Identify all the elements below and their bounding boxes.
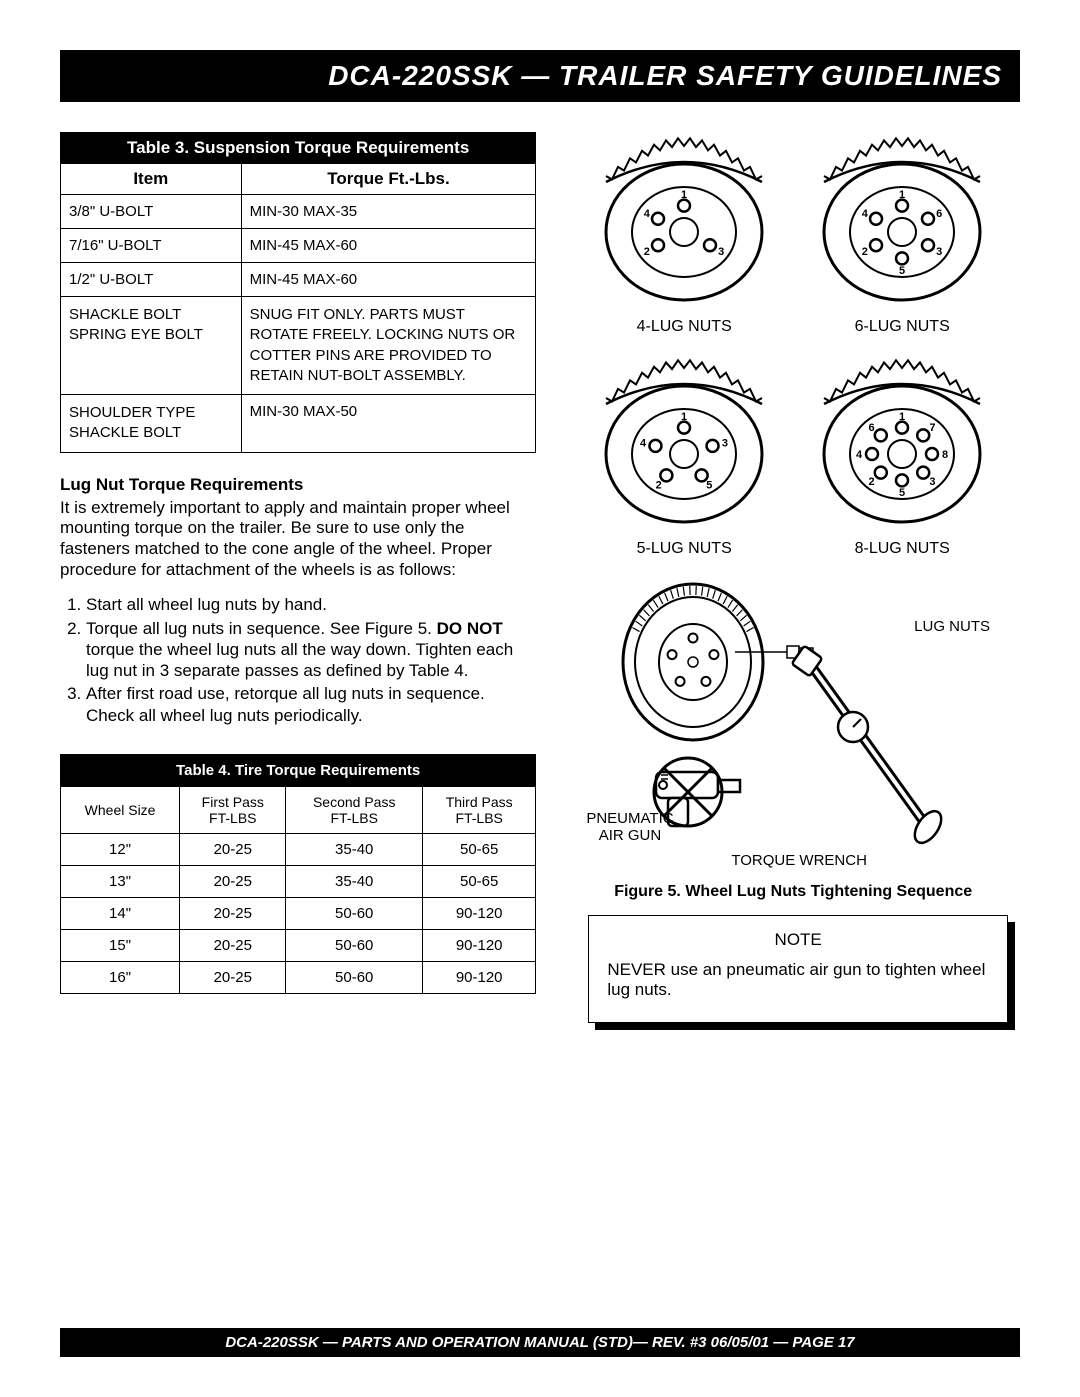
main-columns: Table 3. Suspension Torque Requirements …	[60, 132, 1020, 1023]
note-body: NEVER use an pneumatic air gun to tighte…	[607, 960, 989, 1000]
table3-title: Table 3. Suspension Torque Requirements	[61, 133, 536, 164]
svg-text:3: 3	[930, 476, 936, 488]
table3-r1-val: MIN-45 MAX-60	[241, 229, 536, 263]
svg-text:5: 5	[899, 487, 905, 499]
table4-cell: 20-25	[180, 898, 286, 930]
svg-text:3: 3	[722, 437, 728, 449]
lug-heading: Lug Nut Torque Requirements	[60, 475, 536, 495]
table4-cell: 90-120	[423, 930, 536, 962]
note-title: NOTE	[607, 930, 989, 950]
table3-r0-item: 3/8" U-BOLT	[61, 195, 242, 229]
table3-r1-item: 7/16" U-BOLT	[61, 229, 242, 263]
lug-para: It is extremely important to apply and m…	[60, 498, 536, 581]
table4-cell: 50-65	[423, 834, 536, 866]
table4-cell: 14"	[61, 898, 180, 930]
table4-cell: 50-60	[286, 898, 423, 930]
steps-list: Start all wheel lug nuts by hand. Torque…	[60, 594, 536, 726]
svg-text:5: 5	[706, 480, 712, 492]
svg-text:2: 2	[644, 246, 650, 258]
svg-text:1: 1	[899, 189, 905, 201]
table3-r3-val: SNUG FIT ONLY. PARTS MUST ROTATE FREELY.…	[241, 297, 536, 395]
lug-8-diagram: 1 3 5 2 4 6 7 8	[807, 354, 997, 534]
label-lugnuts: LUG NUTS	[914, 618, 990, 635]
table3-r3-item: SHACKLE BOLT SPRING EYE BOLT	[61, 297, 242, 395]
table-4-tire-torque: Table 4. Tire Torque Requirements Wheel …	[60, 754, 536, 994]
table4-cell: 90-120	[423, 898, 536, 930]
svg-text:4: 4	[856, 449, 863, 461]
svg-text:2: 2	[869, 476, 875, 488]
step-2b: DO NOT	[437, 619, 503, 638]
lug-6-cell: 1 3 5 2 4 6 6-LUG NUTS	[807, 132, 997, 336]
table4-cell: 20-25	[180, 962, 286, 994]
table4-cell: 20-25	[180, 834, 286, 866]
table3-r4-item: SHOULDER TYPE SHACKLE BOLT	[61, 395, 242, 453]
svg-text:4: 4	[640, 437, 647, 449]
note-box: NOTE NEVER use an pneumatic air gun to t…	[588, 915, 1008, 1023]
svg-text:7: 7	[930, 422, 936, 434]
table4-cell: 16"	[61, 962, 180, 994]
svg-text:8: 8	[942, 449, 948, 461]
table4-title: Table 4. Tire Torque Requirements	[61, 754, 536, 786]
svg-text:2: 2	[862, 246, 868, 258]
svg-text:3: 3	[936, 246, 942, 258]
lug-4-cell: 1 3 2 4 4-LUG NUTS	[589, 132, 779, 336]
svg-text:1: 1	[899, 411, 905, 423]
svg-text:6: 6	[936, 208, 942, 220]
table3-header-item: Item	[61, 164, 242, 195]
svg-text:4: 4	[862, 208, 869, 220]
table3-r2-val: MIN-45 MAX-60	[241, 263, 536, 297]
lug-pattern-grid: 1 3 2 4 4-LUG NUTS 1 3 5 2 4 6 6-LUG NUTS 1 3 5 2 4 …	[566, 132, 1020, 558]
svg-text:4: 4	[644, 208, 651, 220]
svg-text:2: 2	[656, 480, 662, 492]
step-3: After first road use, retorque all lug n…	[86, 683, 536, 726]
table4-cell: 35-40	[286, 866, 423, 898]
table4-h2: Second Pass FT-LBS	[286, 786, 423, 833]
step-2: Torque all lug nuts in sequence. See Fig…	[86, 618, 536, 682]
table3-r0-val: MIN-30 MAX-35	[241, 195, 536, 229]
page-footer-bar: DCA-220SSK — PARTS AND OPERATION MANUAL …	[60, 1328, 1020, 1357]
left-column: Table 3. Suspension Torque Requirements …	[60, 132, 536, 1023]
lug-5-diagram: 1 3 5 2 4	[589, 354, 779, 534]
label-airgun: PNEUMATIC AIR GUN	[586, 810, 673, 844]
lug-8-cell: 1 3 5 2 4 6 7 8 8-LUG NUTS	[807, 354, 997, 558]
svg-text:3: 3	[718, 246, 724, 258]
table4-cell: 15"	[61, 930, 180, 962]
svg-text:5: 5	[899, 265, 905, 277]
wrench-diagram-area: LUG NUTS PNEUMATIC AIR GUN TORQUE WRENCH	[566, 572, 1020, 877]
lug-6-diagram: 1 3 5 2 4 6	[807, 132, 997, 312]
svg-text:1: 1	[681, 189, 687, 201]
table4-cell: 35-40	[286, 834, 423, 866]
table4-cell: 20-25	[180, 930, 286, 962]
step-1: Start all wheel lug nuts by hand.	[86, 594, 536, 615]
table4-cell: 13"	[61, 866, 180, 898]
lug-6-label: 6-LUG NUTS	[807, 318, 997, 336]
lug-5-cell: 1 3 5 2 4 5-LUG NUTS	[589, 354, 779, 558]
table4-h3: Third Pass FT-LBS	[423, 786, 536, 833]
lug-4-label: 4-LUG NUTS	[589, 318, 779, 336]
svg-text:1: 1	[681, 411, 687, 423]
table4-cell: 12"	[61, 834, 180, 866]
table-3-suspension-torque: Table 3. Suspension Torque Requirements …	[60, 132, 536, 453]
table3-r4-val: MIN-30 MAX-50	[241, 395, 536, 453]
table4-cell: 20-25	[180, 866, 286, 898]
step-2c: torque the wheel lug nuts all the way do…	[86, 640, 513, 680]
table3-header-torque: Torque Ft.-Lbs.	[241, 164, 536, 195]
lug-4-diagram: 1 3 2 4	[589, 132, 779, 312]
table4-cell: 50-65	[423, 866, 536, 898]
lug-5-label: 5-LUG NUTS	[589, 540, 779, 558]
table4-cell: 50-60	[286, 930, 423, 962]
page-header-bar: DCA-220SSK — TRAILER SAFETY GUIDELINES	[60, 50, 1020, 102]
table3-r2-item: 1/2" U-BOLT	[61, 263, 242, 297]
table4-cell: 50-60	[286, 962, 423, 994]
label-wrench: TORQUE WRENCH	[731, 852, 867, 869]
lug-8-label: 8-LUG NUTS	[807, 540, 997, 558]
right-column: 1 3 2 4 4-LUG NUTS 1 3 5 2 4 6 6-LUG NUTS 1 3 5 2 4 …	[566, 132, 1020, 1023]
table4-h1: First Pass FT-LBS	[180, 786, 286, 833]
svg-text:6: 6	[869, 422, 875, 434]
table4-h0: Wheel Size	[61, 786, 180, 833]
figure-5-caption: Figure 5. Wheel Lug Nuts Tightening Sequ…	[566, 883, 1020, 901]
table4-cell: 90-120	[423, 962, 536, 994]
step-2a: Torque all lug nuts in sequence. See Fig…	[86, 619, 437, 638]
